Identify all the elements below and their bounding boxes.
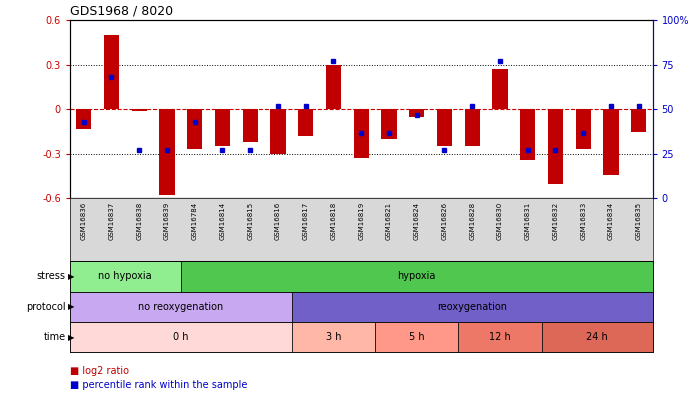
Text: 5 h: 5 h — [409, 332, 424, 342]
Bar — [576, 109, 591, 149]
Bar — [76, 109, 91, 129]
Text: ▶: ▶ — [68, 272, 74, 281]
Text: GSM16816: GSM16816 — [275, 202, 281, 240]
Text: GSM16821: GSM16821 — [386, 202, 392, 240]
Text: GSM16828: GSM16828 — [469, 202, 475, 240]
Bar — [215, 109, 230, 147]
Text: GSM16819: GSM16819 — [358, 202, 364, 240]
Text: reoxygenation: reoxygenation — [437, 302, 507, 312]
Text: GSM16835: GSM16835 — [636, 202, 641, 240]
Bar — [603, 109, 618, 175]
Bar — [437, 109, 452, 147]
Text: 24 h: 24 h — [586, 332, 608, 342]
Text: GSM16830: GSM16830 — [497, 202, 503, 240]
Bar — [292, 322, 375, 352]
Bar — [465, 109, 480, 147]
Text: time: time — [43, 332, 66, 342]
Bar — [409, 109, 424, 117]
Text: 3 h: 3 h — [326, 332, 341, 342]
Bar — [292, 292, 653, 322]
Bar — [548, 109, 563, 183]
Text: protocol: protocol — [26, 302, 66, 312]
Text: no reoxygenation: no reoxygenation — [138, 302, 223, 312]
Bar — [70, 292, 292, 322]
Bar — [187, 109, 202, 149]
Text: GSM16839: GSM16839 — [164, 202, 170, 240]
Bar — [520, 109, 535, 160]
Bar — [181, 261, 653, 292]
Text: GSM16826: GSM16826 — [441, 202, 447, 240]
Text: ■ percentile rank within the sample: ■ percentile rank within the sample — [70, 380, 247, 390]
Bar — [492, 69, 507, 109]
Text: GSM16834: GSM16834 — [608, 202, 614, 240]
Bar — [70, 261, 181, 292]
Text: GSM16824: GSM16824 — [414, 202, 419, 240]
Text: GSM16784: GSM16784 — [192, 202, 198, 240]
Text: GSM16837: GSM16837 — [108, 202, 114, 240]
Text: GSM16833: GSM16833 — [580, 202, 586, 240]
Text: stress: stress — [36, 271, 66, 281]
Bar — [375, 322, 459, 352]
Bar — [298, 109, 313, 136]
Text: GDS1968 / 8020: GDS1968 / 8020 — [70, 5, 173, 18]
Bar — [326, 65, 341, 109]
Text: GSM16817: GSM16817 — [303, 202, 309, 240]
Text: GSM16838: GSM16838 — [136, 202, 142, 240]
Bar — [104, 35, 119, 109]
Text: GSM16832: GSM16832 — [553, 202, 558, 240]
Text: GSM16836: GSM16836 — [81, 202, 87, 240]
Bar — [159, 109, 174, 196]
Bar — [459, 322, 542, 352]
Bar — [243, 109, 258, 142]
Text: GSM16818: GSM16818 — [330, 202, 336, 240]
Bar — [354, 109, 369, 158]
Text: ▶: ▶ — [68, 302, 74, 311]
Bar — [542, 322, 653, 352]
Bar — [381, 109, 396, 139]
Text: GSM16831: GSM16831 — [525, 202, 530, 240]
Text: ■ log2 ratio: ■ log2 ratio — [70, 366, 129, 375]
Text: no hypoxia: no hypoxia — [98, 271, 152, 281]
Bar — [631, 109, 646, 132]
Bar — [70, 322, 292, 352]
Bar — [270, 109, 285, 154]
Text: GSM16815: GSM16815 — [247, 202, 253, 240]
Text: 12 h: 12 h — [489, 332, 511, 342]
Bar — [131, 109, 147, 111]
Text: ▶: ▶ — [68, 333, 74, 342]
Text: GSM16814: GSM16814 — [219, 202, 225, 240]
Text: hypoxia: hypoxia — [398, 271, 436, 281]
Text: 0 h: 0 h — [173, 332, 188, 342]
